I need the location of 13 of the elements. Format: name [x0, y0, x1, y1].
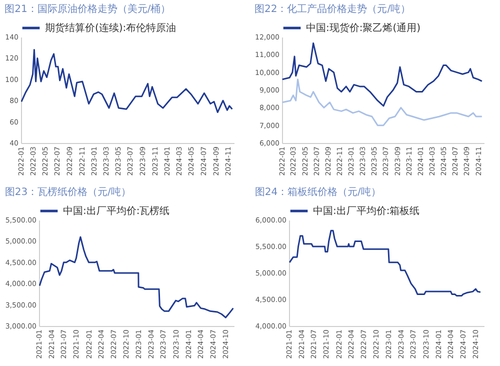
legend-label: 中国:出厂平均价:瓦楞纸	[63, 205, 170, 217]
line-series	[21, 48, 233, 114]
line-series	[39, 236, 234, 318]
chart-title: 图22：化工产品价格走势（元/吨）	[254, 3, 411, 15]
chart-title: 图21：国际原油价格走势（美元/桶）	[4, 3, 171, 15]
legend-label: 期货结算价(连续):布伦特原油	[45, 22, 176, 34]
line-series	[282, 42, 483, 107]
chart-title: 图23：瓦楞纸价格（元/吨）	[4, 186, 131, 198]
line-series	[282, 78, 483, 126]
legend-label: 中国:现货价:聚乙烯(通用)	[306, 22, 421, 34]
chart-title: 图24：箱板纸价格（元/吨）	[254, 186, 381, 198]
legend-label: 中国:出厂平均价:箱板纸	[313, 205, 420, 217]
line-series	[289, 230, 482, 297]
